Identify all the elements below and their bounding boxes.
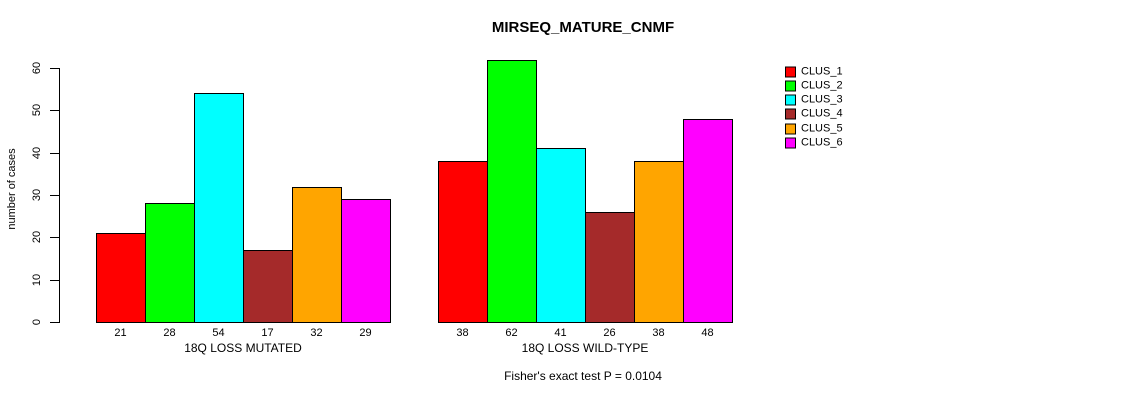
chart-title: MIRSEQ_MATURE_CNMF [491,19,675,36]
bar-value-label: 17 [261,327,274,339]
legend-label: CLUS_1 [801,65,843,77]
bar [634,161,684,323]
y-tick-label: 40 [31,146,43,159]
legend-color-swatch [785,137,796,149]
legend-color-swatch [785,94,796,106]
annotation-text: Fisher's exact test P = 0.0104 [504,369,662,383]
y-tick [50,195,60,196]
bar [438,161,488,323]
bar [585,211,635,323]
y-axis-label: number of cases [6,148,18,230]
bar-value-label: 38 [456,327,469,339]
y-tick-label: 30 [31,188,43,202]
legend-color-swatch [785,108,796,120]
bar [683,118,733,323]
legend-color-swatch [785,66,796,77]
bar-value-label: 32 [310,327,323,339]
y-tick [50,68,60,69]
bar [536,148,586,323]
y-tick-label: 10 [31,273,43,286]
y-tick [50,279,60,281]
bar [341,199,391,323]
legend-item: CLUS_3 [785,93,843,106]
bar [487,59,537,323]
legend-label: CLUS_5 [801,122,843,134]
y-tick-label: 60 [31,61,43,75]
legend-item: CLUS_2 [785,79,843,92]
y-tick [50,237,60,239]
bar-value-label: 21 [114,327,127,339]
legend-item: CLUS_6 [785,136,843,149]
bar [194,93,244,323]
legend-label: CLUS_6 [801,136,843,149]
bar-value-label: 26 [603,327,616,339]
bar-value-label: 38 [652,327,665,339]
legend-item: CLUS_4 [785,107,843,120]
legend-label: CLUS_4 [801,107,843,120]
bar-value-label: 54 [212,327,225,339]
bar [96,233,146,323]
legend-label: CLUS_3 [801,93,843,106]
bar [292,186,342,323]
y-tick [50,110,60,112]
legend-label: CLUS_2 [801,79,843,92]
bar-value-label: 29 [359,327,372,339]
bar-value-label: 48 [701,327,714,339]
bar-value-label: 41 [554,327,567,339]
group-label: 18Q LOSS WILD-TYPE [521,341,649,355]
bar [145,203,195,323]
bar-value-label: 28 [163,327,176,339]
y-tick-label: 20 [31,231,43,244]
bar [243,250,293,323]
legend-color-swatch [785,123,796,134]
legend-color-swatch [785,80,796,92]
y-tick [50,322,60,323]
legend-item: CLUS_5 [785,123,843,134]
y-tick-label: 0 [31,318,43,326]
legend-item: CLUS_1 [785,66,843,77]
bar-value-label: 62 [505,327,518,339]
y-tick-label: 50 [31,104,43,117]
y-tick [50,152,60,154]
group-label: 18Q LOSS MUTATED [184,341,302,355]
